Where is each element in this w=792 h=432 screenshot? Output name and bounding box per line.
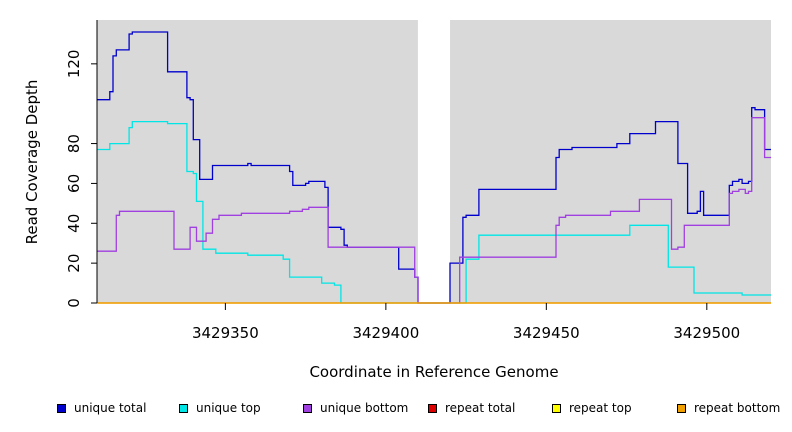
legend-label: repeat total bbox=[445, 401, 516, 415]
y-tick-label: 20 bbox=[65, 254, 83, 273]
legend-item-unique-bottom: unique bottom bbox=[303, 398, 408, 418]
panel-background-left bbox=[97, 20, 418, 303]
x-tick-label: 3429350 bbox=[192, 324, 259, 342]
series-group bbox=[97, 31, 771, 304]
plot-panel bbox=[97, 20, 771, 303]
legend-label: unique total bbox=[74, 401, 147, 415]
x-tick-label: 3429500 bbox=[673, 324, 740, 342]
y-tick-label: 40 bbox=[65, 214, 83, 233]
legend-item-repeat-total: repeat total bbox=[428, 398, 515, 418]
legend-swatch bbox=[428, 403, 437, 413]
gap-region bbox=[417, 20, 451, 303]
legend-label: unique bottom bbox=[320, 401, 409, 415]
x-axis-label: Coordinate in Reference Genome bbox=[309, 363, 558, 381]
legend: unique total unique top unique bottom repea… bbox=[0, 398, 792, 420]
y-tick-label: 0 bbox=[65, 298, 83, 308]
legend-swatch bbox=[677, 403, 686, 413]
legend-swatch bbox=[179, 403, 188, 413]
y-tick-label: 80 bbox=[65, 134, 83, 153]
y-tick-label: 60 bbox=[65, 174, 83, 193]
legend-item-repeat-bottom: repeat bottom bbox=[677, 398, 780, 418]
legend-item-unique-total: unique total bbox=[57, 398, 146, 418]
legend-label: repeat bottom bbox=[694, 401, 781, 415]
legend-item-unique-top: unique top bbox=[179, 398, 261, 418]
x-tick-label: 3429450 bbox=[513, 324, 580, 342]
series-unique-top bbox=[97, 120, 771, 304]
x-tick-label: 3429400 bbox=[352, 324, 419, 342]
panel-background-right bbox=[450, 20, 771, 303]
legend-item-repeat-top: repeat top bbox=[552, 398, 632, 418]
y-axis-label: Read Coverage Depth bbox=[23, 80, 41, 245]
legend-label: unique top bbox=[196, 401, 261, 415]
legend-label: repeat top bbox=[569, 401, 632, 415]
y-tick-label: 120 bbox=[65, 50, 83, 79]
legend-swatch bbox=[303, 403, 312, 413]
legend-swatch bbox=[57, 403, 66, 413]
axes: 0 20 40 60 80 120 3429350 3429400 3429450 3429500 bbox=[65, 20, 740, 342]
legend-swatch bbox=[552, 403, 561, 413]
